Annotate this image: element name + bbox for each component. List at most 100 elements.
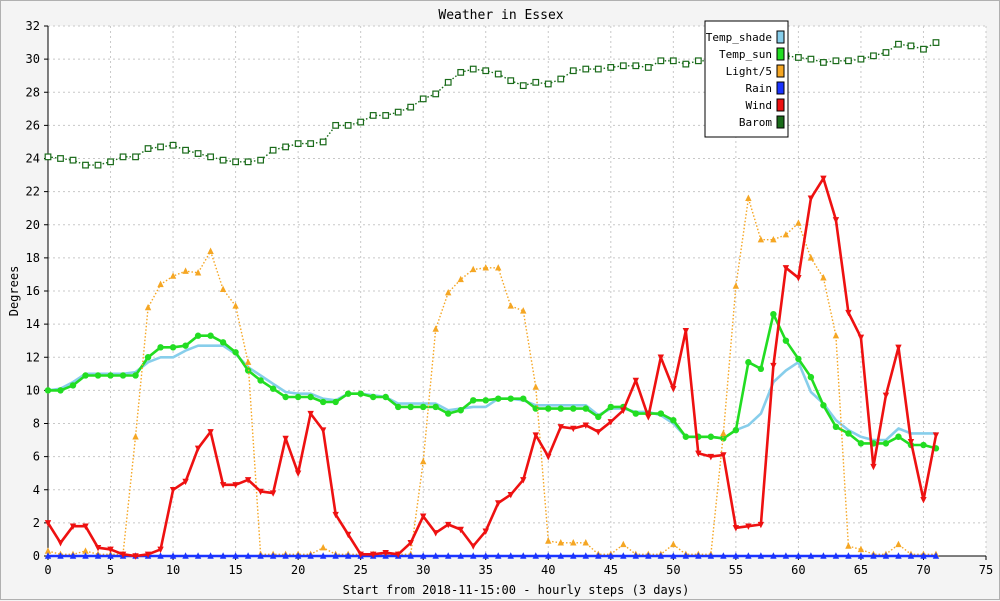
data-point-wind [232, 482, 239, 489]
data-point-barom [632, 62, 640, 70]
data-point-wind [194, 445, 202, 453]
data-point-rain [557, 552, 564, 559]
data-point-temp-sun [720, 435, 727, 442]
data-point-light-5 [432, 325, 439, 332]
data-point-temp-sun [820, 402, 827, 409]
data-point-barom [845, 57, 852, 65]
y-tick-label: 8 [33, 417, 40, 431]
data-point-temp-sun [482, 397, 489, 404]
data-point-temp-sun [107, 372, 114, 379]
data-point-wind [607, 419, 614, 426]
data-point-rain [332, 552, 339, 559]
data-point-wind [445, 521, 452, 529]
data-point-light-5 [745, 194, 752, 201]
data-point-wind [69, 523, 77, 530]
data-point-rain [232, 552, 239, 559]
data-point-temp-sun [207, 332, 214, 339]
x-tick-label: 25 [353, 563, 367, 577]
data-point-wind [732, 525, 740, 532]
data-point-barom [207, 153, 214, 161]
data-point-light-5 [457, 275, 464, 283]
data-point-temp-sun [570, 405, 577, 412]
data-point-rain [69, 552, 77, 559]
data-point-light-5 [807, 254, 815, 261]
grid-lines [48, 25, 987, 556]
legend-box [704, 20, 789, 138]
x-tick-label: 70 [916, 563, 930, 577]
data-point-light-5 [420, 457, 427, 465]
data-point-light-5 [895, 540, 902, 548]
data-point-temp-sun [44, 387, 52, 394]
x-tick-labels: 0 5 10 15 20 25 30 35 40 45 50 55 60 65 70 75 [44, 563, 993, 577]
data-point-wind [319, 427, 327, 434]
data-point-rain [470, 552, 477, 559]
legend-label-wind: Wind [746, 99, 773, 112]
data-point-temp-sun [445, 410, 452, 417]
data-point-light-5 [244, 358, 252, 365]
data-point-light-5 [582, 539, 589, 546]
data-point-barom [94, 161, 102, 169]
data-point-rain [707, 552, 715, 559]
data-point-wind [895, 344, 902, 352]
x-tick-label: 45 [604, 563, 618, 577]
data-point-wind [470, 543, 477, 550]
data-point-rain [845, 552, 852, 559]
data-point-temp-sun [294, 393, 302, 401]
x-tick-label: 10 [166, 563, 180, 577]
series-line-light-5 [47, 197, 936, 555]
data-point-light-5 [144, 303, 152, 311]
data-point-barom [644, 64, 652, 71]
data-point-temp-sun [507, 395, 514, 402]
data-point-temp-sun [657, 410, 665, 417]
data-point-rain [932, 552, 940, 559]
data-point-barom [82, 161, 89, 169]
data-point-barom [407, 103, 415, 111]
data-point-rain [182, 552, 189, 559]
y-tick-label: 0 [33, 549, 40, 563]
x-tick-label: 15 [228, 563, 242, 577]
data-point-rain [832, 552, 840, 559]
x-tick-label: 35 [479, 563, 493, 577]
data-point-wind [420, 513, 427, 520]
data-point-barom [895, 40, 902, 48]
data-point-wind [920, 496, 927, 504]
data-point-light-5 [495, 264, 502, 271]
data-point-rain [445, 552, 452, 559]
data-point-temp-sun [920, 441, 927, 449]
data-point-barom [169, 141, 177, 149]
data-point-barom [282, 143, 290, 151]
x-tick-label: 20 [291, 563, 305, 577]
data-point-light-5 [620, 540, 627, 548]
data-point-wind [282, 435, 289, 443]
data-point-temp-sun [407, 403, 414, 411]
data-point-barom [444, 78, 452, 86]
y-axis-label: Degrees [7, 266, 21, 317]
y-tick-label: 16 [26, 284, 40, 298]
y-tick-label: 6 [33, 450, 40, 464]
data-point-light-5 [795, 219, 802, 226]
data-point-wind [182, 478, 189, 486]
data-point-barom [619, 62, 627, 70]
data-point-rain [257, 552, 264, 559]
data-point-wind [44, 520, 52, 527]
data-point-wind [582, 422, 589, 429]
data-point-wind [94, 545, 102, 552]
data-point-temp-sun [795, 355, 802, 363]
data-point-barom [794, 54, 802, 61]
legend-swatch-temp-shade [776, 30, 785, 44]
data-point-barom [69, 156, 77, 164]
x-tick-label: 60 [791, 563, 805, 577]
data-point-barom [232, 158, 240, 166]
data-point-rain [482, 552, 489, 559]
data-point-wind [57, 540, 64, 547]
legend-label-barom: Barom [739, 116, 772, 129]
data-point-wind [782, 265, 790, 272]
data-point-light-5 [194, 269, 202, 276]
data-point-light-5 [232, 302, 239, 309]
data-point-rain [745, 552, 752, 559]
y-tick-label: 10 [26, 383, 40, 397]
data-point-rain [344, 552, 352, 559]
data-point-temp-sun [219, 339, 227, 346]
data-point-light-5 [757, 235, 765, 243]
